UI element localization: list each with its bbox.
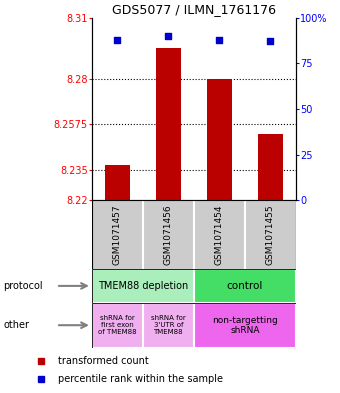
Point (115, 37, 120, 43)
Bar (92, 303, 143, 348)
Bar (156, 48, 181, 200)
Bar (194, 303, 296, 348)
Bar (105, 165, 130, 200)
Text: other: other (3, 320, 29, 330)
Point (166, 33, 171, 39)
Text: TMEM88 depletion: TMEM88 depletion (98, 281, 188, 291)
Text: GSM1071457: GSM1071457 (113, 204, 122, 265)
Text: GSM1071454: GSM1071454 (215, 205, 224, 265)
Point (217, 37, 222, 43)
Text: transformed count: transformed count (58, 356, 149, 366)
Bar (258, 134, 283, 200)
Text: shRNA for
first exon
of TMEM88: shRNA for first exon of TMEM88 (98, 315, 137, 335)
Title: GDS5077 / ILMN_1761176: GDS5077 / ILMN_1761176 (112, 4, 276, 17)
Bar (207, 79, 232, 200)
Bar (194, 269, 296, 303)
Bar (92, 269, 194, 303)
Text: non-targetting
shRNA: non-targetting shRNA (212, 316, 278, 335)
Text: shRNA for
3'UTR of
TMEM88: shRNA for 3'UTR of TMEM88 (151, 315, 186, 335)
Bar (143, 303, 194, 348)
Text: GSM1071456: GSM1071456 (164, 204, 173, 265)
Point (268, 38, 273, 44)
Text: GSM1071455: GSM1071455 (266, 204, 275, 265)
Text: percentile rank within the sample: percentile rank within the sample (58, 374, 223, 384)
Text: control: control (227, 281, 263, 291)
Text: protocol: protocol (3, 281, 43, 291)
